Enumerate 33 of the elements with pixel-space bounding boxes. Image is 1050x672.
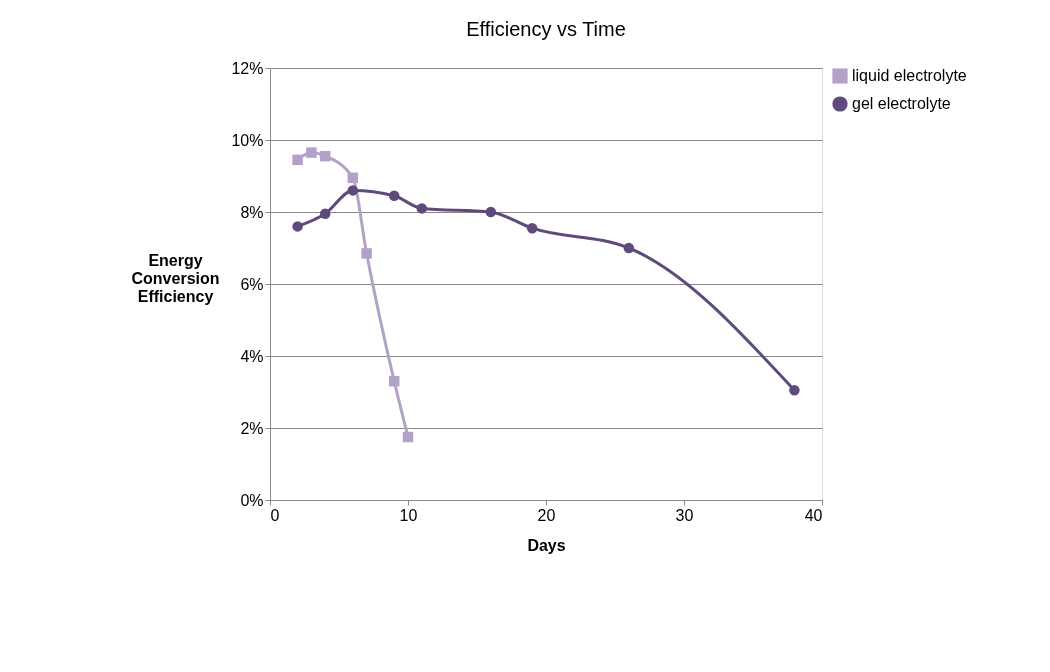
point [319,208,331,220]
point [623,242,635,254]
point [402,431,414,443]
y-tick-label: 12% [231,59,264,77]
y-tick-label: 4% [240,347,264,365]
point [319,150,331,162]
point [347,185,359,196]
point [526,222,538,234]
point [416,203,428,214]
y-tick-label: 2% [240,419,264,437]
point [306,147,317,158]
y-axis-title: Energy Conversion Efficiency [131,251,220,305]
x-axis-title: Days [527,536,566,554]
point [347,172,359,184]
point [292,221,303,232]
point [292,154,303,166]
x-tick-label: 40 [804,506,823,524]
point [361,248,372,259]
point [388,375,400,387]
y-tick-label: 6% [240,275,264,293]
point [388,190,400,202]
x-tick-label: 30 [675,506,694,524]
x-tick-label: 20 [537,506,556,524]
point [485,206,497,218]
legend-label: liquid electrolyte [852,67,967,84]
legend-label: gel electrolyte [852,95,951,112]
x-tick-label: 10 [399,506,418,524]
y-tick-label: 0% [240,491,264,509]
x-tick-label: 0 [270,506,280,524]
y-tick-label: 10% [231,131,264,149]
y-tick-label: 8% [240,203,264,221]
point [789,384,800,396]
chart-title: Efficiency vs Time [466,18,626,40]
